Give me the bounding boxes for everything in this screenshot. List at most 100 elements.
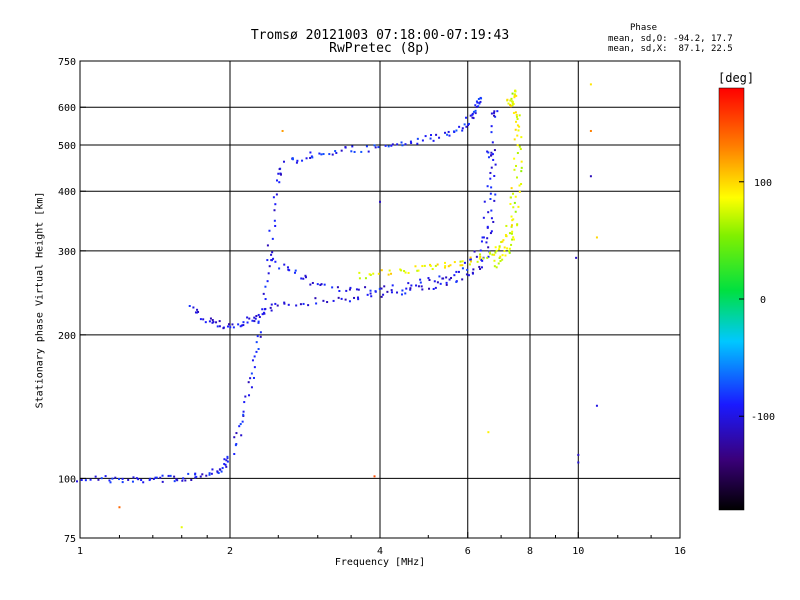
data-point — [104, 475, 107, 478]
data-point — [475, 106, 478, 109]
data-point — [491, 153, 494, 156]
data-point — [407, 282, 410, 285]
data-point — [490, 154, 493, 157]
data-point — [208, 472, 211, 475]
data-point — [258, 315, 261, 318]
data-point — [221, 467, 224, 470]
data-point — [340, 297, 343, 300]
data-point — [479, 100, 482, 103]
data-point — [249, 377, 252, 380]
data-point — [176, 479, 179, 482]
data-point — [248, 317, 251, 320]
data-point — [461, 127, 464, 130]
data-point — [595, 404, 598, 407]
data-point — [215, 321, 218, 324]
data-point — [512, 238, 515, 241]
data-point — [345, 289, 348, 292]
data-point — [513, 138, 516, 141]
data-point — [434, 286, 437, 289]
data-point — [246, 316, 249, 319]
data-point — [444, 265, 447, 268]
data-point — [390, 291, 393, 294]
data-point — [237, 323, 240, 326]
data-point — [477, 97, 480, 100]
data-point — [315, 302, 318, 305]
data-point — [182, 477, 185, 480]
data-point — [276, 179, 279, 182]
data-point — [459, 264, 462, 267]
data-point — [274, 260, 277, 263]
data-point — [374, 290, 377, 293]
data-point — [504, 254, 507, 257]
data-point — [159, 476, 162, 479]
data-point — [401, 144, 404, 147]
data-point — [421, 265, 424, 268]
data-point — [242, 413, 245, 416]
data-point — [268, 265, 271, 268]
data-point — [513, 201, 516, 204]
data-point — [390, 272, 393, 275]
data-point — [229, 326, 232, 329]
data-point — [519, 148, 522, 151]
data-point — [404, 292, 407, 295]
data-point — [283, 302, 286, 305]
data-point — [365, 145, 368, 148]
data-point — [490, 131, 493, 134]
data-point — [474, 109, 477, 112]
data-point — [257, 321, 260, 324]
data-point — [512, 192, 515, 195]
data-point — [252, 376, 255, 379]
data-point — [420, 285, 423, 288]
data-point — [416, 137, 419, 140]
data-point — [218, 325, 221, 328]
data-point — [480, 266, 483, 269]
data-point — [94, 475, 97, 478]
data-point — [507, 102, 510, 105]
data-point — [293, 271, 296, 274]
data-point — [458, 125, 461, 128]
y-tick-label: 600 — [58, 103, 76, 114]
data-point — [332, 299, 335, 302]
data-point — [259, 335, 262, 338]
data-point — [400, 141, 403, 144]
data-point — [497, 262, 500, 265]
data-point — [270, 253, 273, 256]
data-point — [486, 237, 489, 240]
data-point — [322, 153, 325, 156]
data-point — [253, 320, 256, 323]
data-point — [305, 276, 308, 279]
data-point — [506, 247, 509, 250]
data-point — [520, 170, 523, 173]
data-point — [493, 111, 496, 114]
data-point — [465, 116, 468, 119]
data-point — [268, 229, 271, 232]
data-point — [242, 410, 245, 413]
data-point — [409, 288, 412, 291]
data-point — [512, 218, 515, 221]
data-point — [369, 289, 372, 292]
data-point — [364, 286, 367, 289]
data-point — [254, 317, 257, 320]
data-point — [429, 263, 432, 266]
colorbar-unit-label: [deg] — [718, 71, 755, 85]
data-point — [302, 277, 305, 280]
data-point — [419, 278, 422, 281]
phase-legend-title: Phase — [630, 23, 658, 33]
data-point — [121, 481, 124, 484]
data-point — [419, 281, 422, 284]
data-point — [211, 468, 214, 471]
data-point — [448, 278, 451, 281]
data-point — [226, 455, 229, 458]
colorbar-tick-label: 100 — [754, 178, 772, 189]
data-point — [272, 196, 275, 199]
data-point — [380, 287, 383, 290]
data-point — [518, 114, 521, 117]
data-point — [486, 225, 489, 228]
data-point — [438, 136, 441, 139]
data-point — [489, 177, 492, 180]
data-point — [493, 114, 496, 117]
data-point — [577, 453, 580, 456]
data-point — [283, 301, 286, 304]
data-point — [515, 113, 518, 116]
data-point — [514, 111, 517, 114]
